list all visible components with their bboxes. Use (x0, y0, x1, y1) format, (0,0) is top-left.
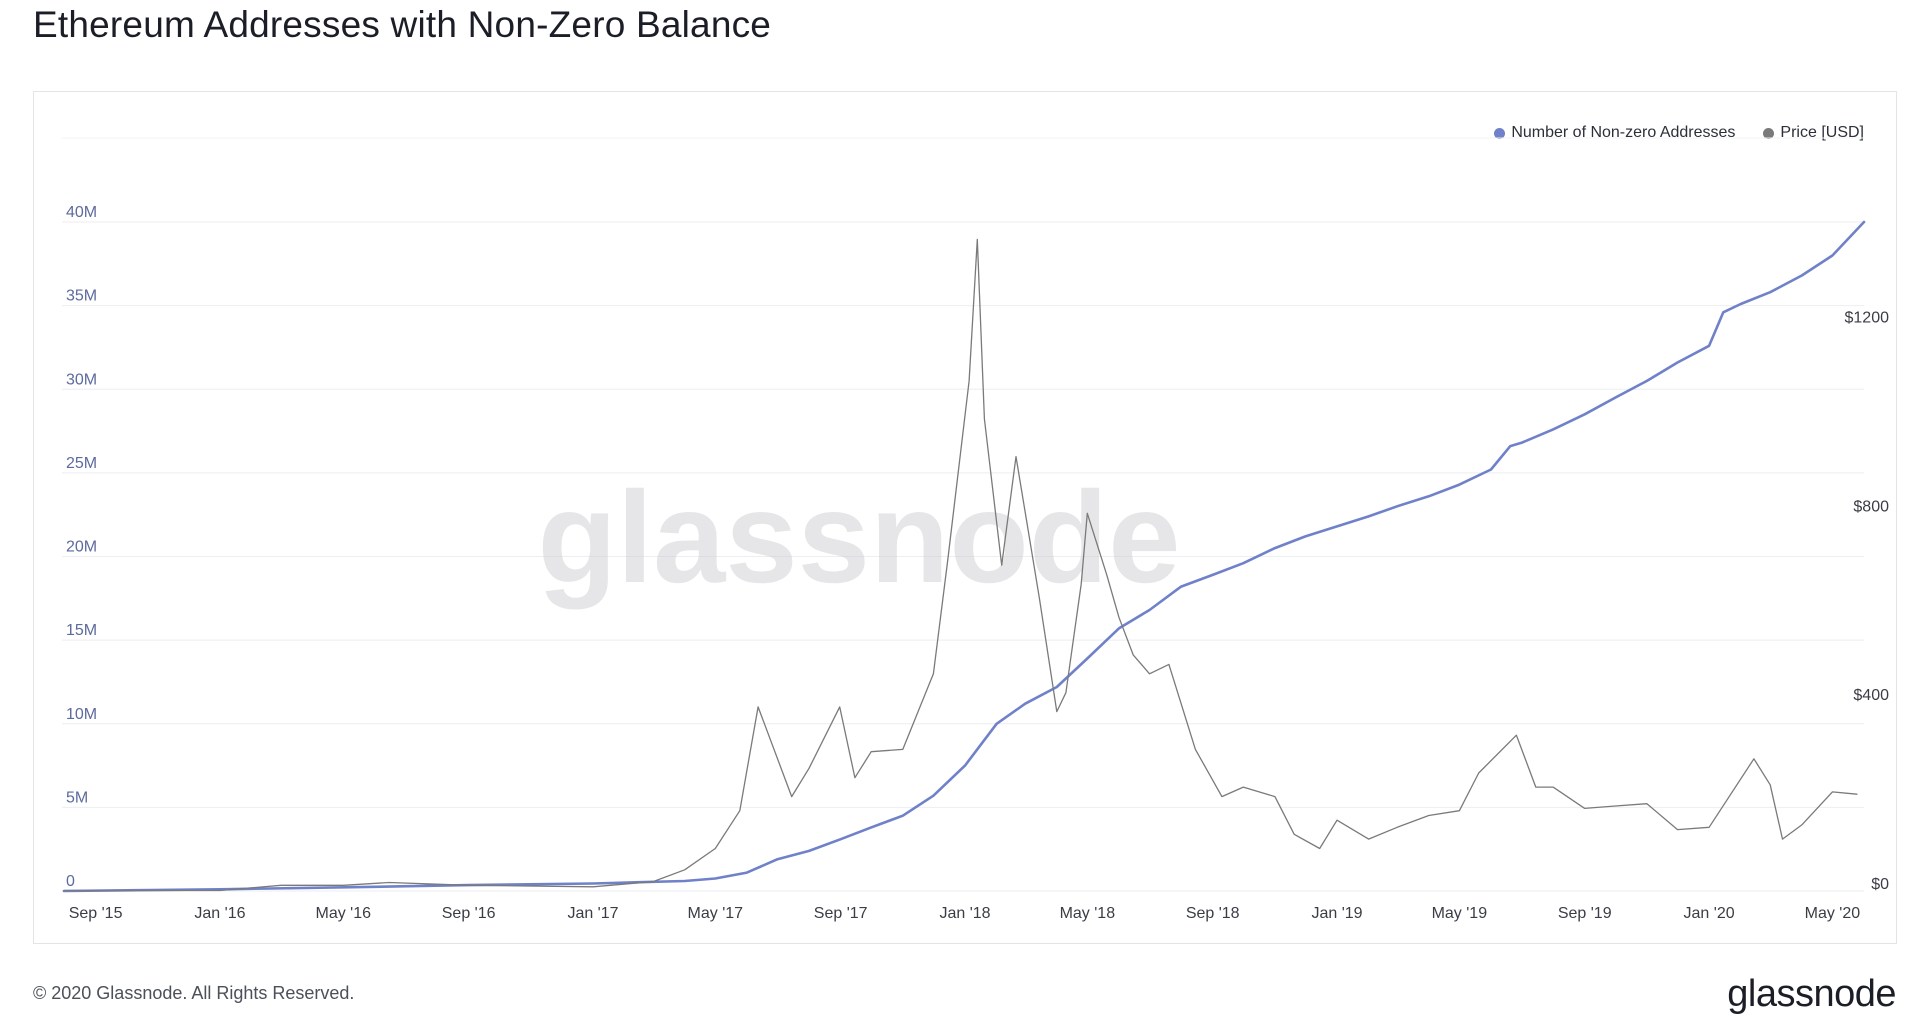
y-axis-left-tick-label: 15M (66, 622, 97, 639)
legend-item-price[interactable]: Price [USD] (1763, 124, 1864, 142)
glassnode-logo[interactable]: glassnode (1727, 973, 1896, 1015)
x-axis-tick-label: May '16 (316, 905, 372, 922)
y-axis-right-tick-label: $0 (1871, 876, 1889, 893)
y-axis-left-tick-label: 10M (66, 706, 97, 723)
y-axis-left-tick-label: 35M (66, 288, 97, 305)
x-axis-tick-label: Sep '19 (1558, 905, 1612, 922)
x-axis-tick-label: Sep '15 (69, 905, 123, 922)
legend-dot-addresses (1494, 127, 1506, 139)
x-axis-tick-label: May '17 (688, 905, 744, 922)
x-axis-tick-label: May '20 (1805, 905, 1861, 922)
y-axis-left-tick-label: 0 (66, 873, 75, 890)
x-axis-tick-label: Sep '17 (814, 905, 868, 922)
legend-item-addresses[interactable]: Number of Non-zero Addresses (1494, 124, 1735, 142)
x-axis-tick-label: Jan '18 (939, 905, 990, 922)
x-axis-tick-label: Jan '17 (567, 905, 618, 922)
y-axis-right-tick-label: $1200 (1845, 309, 1890, 326)
chart-legend: Number of Non-zero Addresses Price [USD] (1494, 124, 1864, 142)
x-axis-tick-label: Jan '19 (1311, 905, 1362, 922)
y-axis-right-tick-label: $800 (1853, 498, 1889, 515)
x-axis-tick-label: May '19 (1432, 905, 1488, 922)
x-axis-tick-label: Sep '18 (1186, 905, 1240, 922)
legend-label-price: Price [USD] (1780, 124, 1864, 141)
page-title: Ethereum Addresses with Non-Zero Balance (33, 4, 772, 45)
y-axis-left-tick-label: 25M (66, 455, 97, 472)
series-line-addresses (62, 220, 1866, 893)
x-axis-tick-label: Sep '16 (442, 905, 496, 922)
y-axis-left-tick-label: 40M (66, 204, 97, 221)
series-line-price (63, 238, 1858, 892)
y-axis-left-tick-label: 5M (66, 789, 88, 806)
chart-plot: glassnode 0 5M 10M 15M 20M 25M 30M 35M 40M $0 $400 $… (62, 137, 1890, 922)
footer-copyright: © 2020 Glassnode. All Rights Reserved. (33, 983, 355, 1003)
legend-dot-price (1763, 127, 1775, 139)
legend-label-addresses: Number of Non-zero Addresses (1511, 124, 1736, 141)
chart-panel: Number of Non-zero Addresses Price [USD]… (33, 91, 1897, 944)
y-axis-left-tick-label: 20M (66, 539, 97, 556)
x-axis-tick-label: Jan '20 (1684, 905, 1735, 922)
y-axis-left-tick-label: 30M (66, 371, 97, 388)
x-axis-tick-label: Jan '16 (194, 905, 245, 922)
y-axis-right-tick-label: $400 (1853, 687, 1889, 704)
watermark: glassnode (538, 464, 1181, 610)
x-axis-tick-label: May '18 (1060, 905, 1116, 922)
